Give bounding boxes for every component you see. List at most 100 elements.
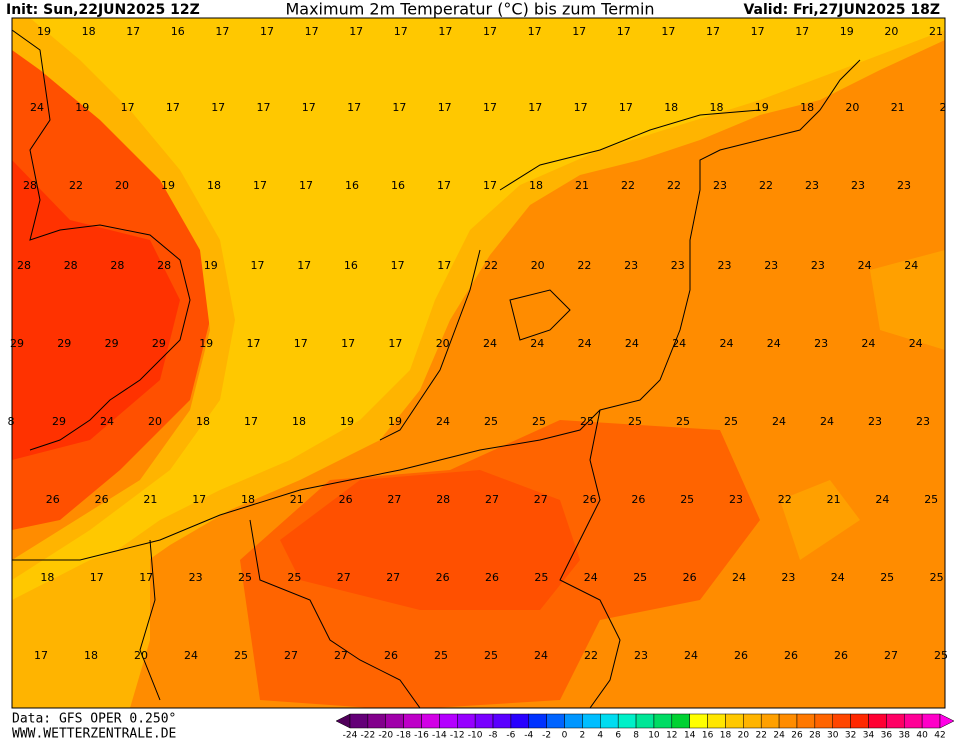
temperature-label: 21 (827, 493, 841, 506)
temperature-label: 8 (8, 415, 15, 428)
colorbar-label: -16 (414, 731, 429, 741)
colorbar-label: 18 (720, 731, 732, 741)
colorbar-box (421, 713, 440, 729)
colorbar-label: 12 (666, 731, 677, 741)
temperature-label: 24 (584, 571, 598, 584)
temperature-label: 17 (166, 101, 180, 114)
temperature-label: 17 (795, 25, 809, 38)
temperature-label: 23 (916, 415, 930, 428)
temperature-label: 16 (345, 179, 359, 192)
temperature-label: 24 (625, 337, 639, 350)
temperature-label: 25 (580, 415, 594, 428)
temperature-label: 26 (95, 493, 109, 506)
temperature-label: 25 (633, 571, 647, 584)
temperature-label: 18 (800, 101, 814, 114)
colorbar-label: 42 (934, 731, 945, 741)
border (249, 519, 421, 708)
temperature-label: 24 (530, 337, 544, 350)
temperature-label: 17 (257, 101, 271, 114)
colorbar-box (546, 713, 565, 729)
temperature-label: 17 (247, 337, 261, 350)
border (12, 59, 861, 561)
temperature-label: 26 (834, 649, 848, 662)
temperature-label: 21 (891, 101, 905, 114)
colorbar-box (653, 713, 673, 729)
temperature-label: 25 (534, 571, 548, 584)
colorbar-label: -12 (450, 731, 465, 741)
temperature-label: 27 (337, 571, 351, 584)
temperature-label: 16 (344, 259, 358, 272)
colorbar-label: -14 (432, 731, 447, 741)
colorbar-box (528, 713, 547, 729)
colorbar-box (510, 713, 530, 729)
temperature-label: 20 (148, 415, 162, 428)
temperature-label: 23 (718, 259, 732, 272)
temperature-label: 17 (391, 259, 405, 272)
temperature-label: 25 (930, 571, 944, 584)
temperature-label: 2 (940, 101, 947, 114)
temperature-label: 23 (189, 571, 203, 584)
colorbar-label: 22 (755, 731, 766, 741)
temperature-label: 21 (143, 493, 157, 506)
colorbar-box (778, 713, 798, 729)
website: WWW.WETTERZENTRALE.DE (12, 727, 176, 741)
colorbar-label: 14 (684, 731, 696, 741)
colorbar: -24 -22 -20 -18 -16 -14 -12 -10 -8 -6 -4 -2 0 2 4 6 8 10 1… (335, 713, 955, 741)
temperature-label: 27 (534, 493, 548, 506)
temperature-label: 25 (484, 415, 498, 428)
map-title: Maximum 2m Temperatur (°C) bis zum Termi… (285, 0, 654, 19)
colorbar-box (439, 713, 458, 729)
temperature-label: 24 (858, 259, 872, 272)
temperature-label: 26 (784, 649, 798, 662)
temperature-label: 23 (764, 259, 778, 272)
temperature-label: 22 (667, 179, 681, 192)
temperature-label: 17 (260, 25, 274, 38)
colorbar-box (760, 713, 780, 729)
temperature-label: 21 (929, 25, 943, 38)
temperature-label: 29 (57, 337, 71, 350)
temperature-label: 17 (661, 25, 675, 38)
temperature-label: 27 (334, 649, 348, 662)
temperature-label: 17 (294, 337, 308, 350)
temperature-label: 17 (126, 25, 140, 38)
colorbar-label: -2 (542, 731, 551, 741)
colorbar-box (725, 713, 744, 729)
temperature-label: 17 (244, 415, 258, 428)
colorbar-label: 20 (738, 731, 750, 741)
temperature-label: 26 (46, 493, 60, 506)
temperature-label: 18 (196, 415, 210, 428)
temperature-label: 24 (720, 337, 734, 350)
colorbar-label: -20 (378, 731, 393, 741)
temperature-label: 16 (171, 25, 185, 38)
temperature-label: 17 (299, 179, 313, 192)
temperature-label: 25 (234, 649, 248, 662)
temperature-label: 29 (52, 415, 66, 428)
temperature-label: 24 (909, 337, 923, 350)
temperature-label: 24 (30, 101, 44, 114)
temperature-label: 25 (238, 571, 252, 584)
temperature-label: 26 (436, 571, 450, 584)
temperature-label: 28 (157, 259, 171, 272)
colorbar-box (367, 713, 387, 729)
temperature-label: 25 (680, 493, 694, 506)
temperature-label: 29 (10, 337, 24, 350)
temperature-label: 28 (23, 179, 37, 192)
temperature-label: 19 (37, 25, 51, 38)
temperature-label: 23 (624, 259, 638, 272)
temperature-label: 20 (115, 179, 129, 192)
temperature-label: 18 (40, 571, 54, 584)
colorbar-box (385, 713, 404, 729)
temperature-label: 18 (84, 649, 98, 662)
colorbar-label: 2 (580, 731, 586, 741)
temperature-label: 27 (386, 571, 400, 584)
colorbar-box (671, 713, 690, 729)
hot-zone (280, 470, 580, 610)
temperature-label: 22 (621, 179, 635, 192)
temperature-label: 23 (851, 179, 865, 192)
coastline (12, 29, 191, 451)
temperature-label: 17 (438, 25, 452, 38)
temperature-label: 21 (290, 493, 304, 506)
colorbar-arrow (335, 713, 351, 729)
temperature-label: 25 (924, 493, 938, 506)
